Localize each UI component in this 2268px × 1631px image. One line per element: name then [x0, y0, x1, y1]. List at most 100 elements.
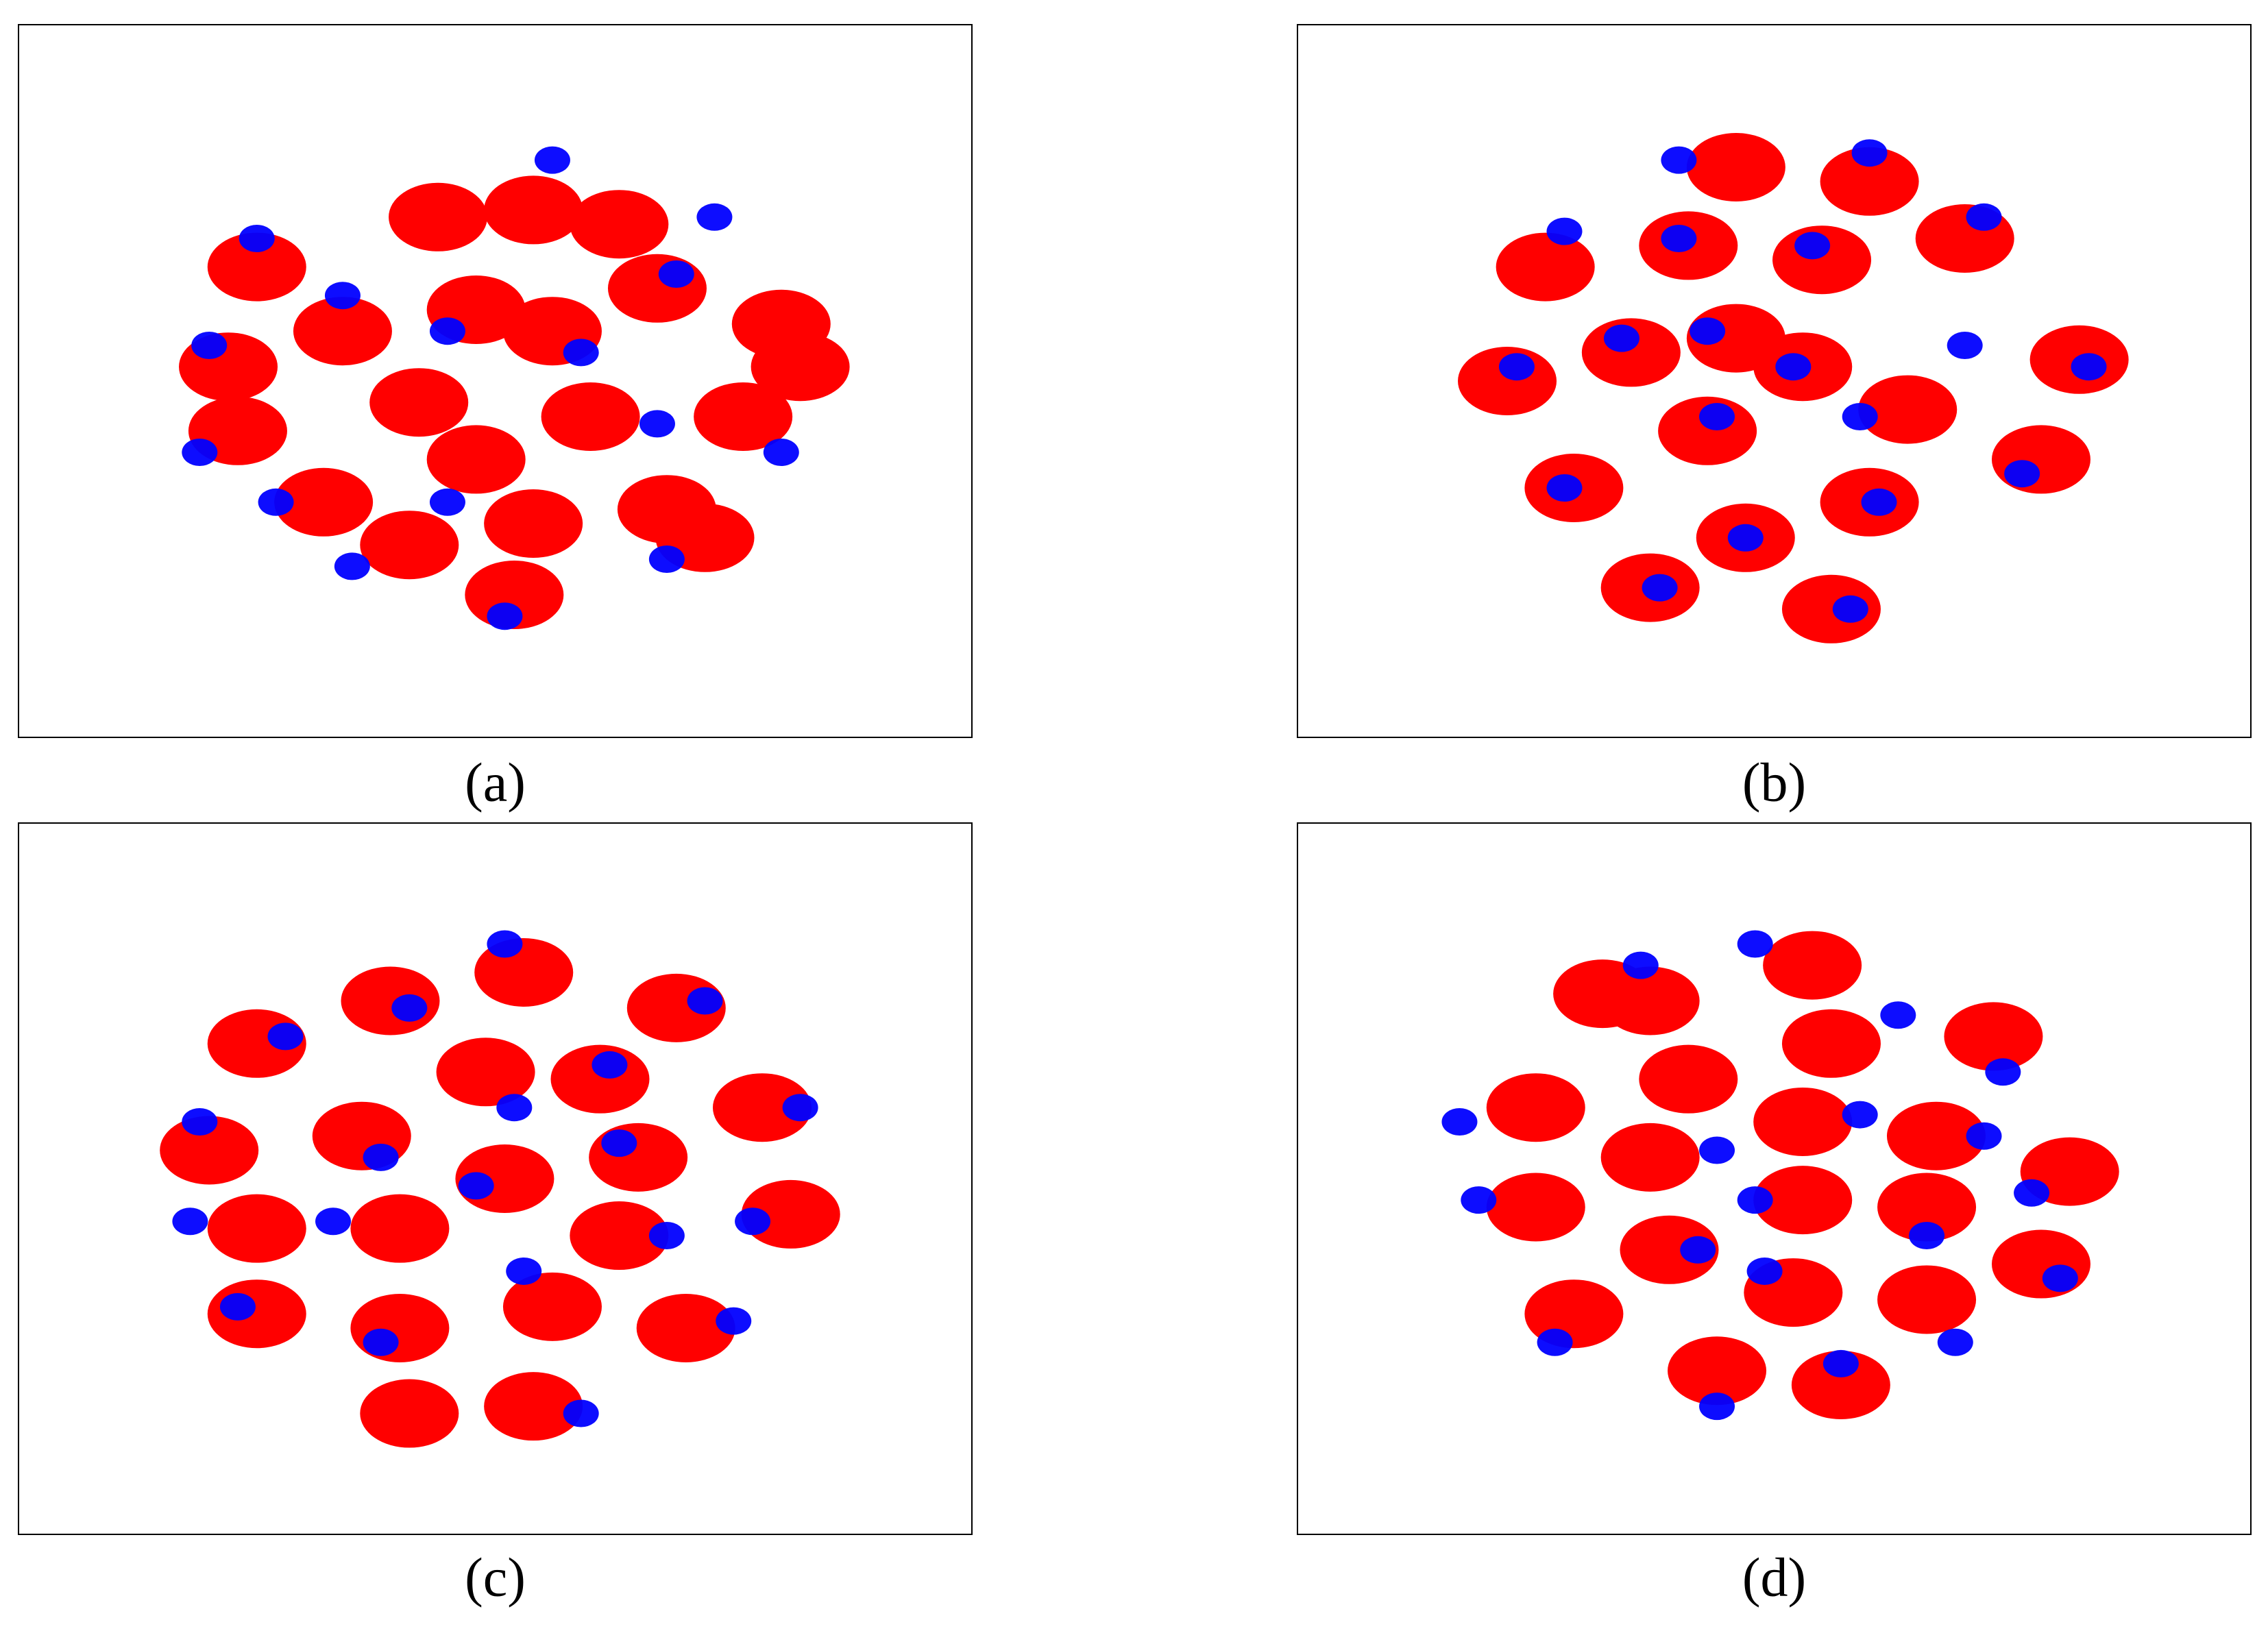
- point-cluster: [1680, 1236, 1716, 1264]
- point-cluster: [687, 987, 723, 1015]
- point-cluster: [563, 339, 599, 367]
- point-cluster: [496, 1094, 533, 1122]
- point-cluster: [570, 1201, 669, 1271]
- point-cluster: [639, 410, 675, 438]
- point-cluster: [506, 1257, 542, 1285]
- point-cluster: [1858, 375, 1958, 444]
- point-cluster: [1727, 524, 1764, 552]
- point-cluster: [484, 175, 583, 245]
- point-cluster: [1781, 1009, 1881, 1078]
- point-cluster: [1991, 425, 2090, 494]
- point-cluster: [502, 1272, 602, 1341]
- point-cluster: [363, 1328, 399, 1356]
- point-cluster: [716, 1307, 752, 1335]
- point-cluster: [1746, 1257, 1783, 1285]
- point-cluster: [570, 190, 669, 259]
- point-cluster: [589, 1123, 688, 1192]
- point-cluster: [751, 332, 850, 402]
- point-cluster: [1966, 1122, 2002, 1150]
- point-cluster: [267, 1022, 304, 1051]
- point-cluster: [1842, 1101, 1878, 1129]
- point-cluster: [484, 1372, 583, 1441]
- point-cluster: [363, 1143, 399, 1171]
- point-cluster: [1947, 332, 1983, 359]
- point-cluster: [1461, 1186, 1497, 1214]
- point-cluster: [1966, 203, 2002, 231]
- point-cluster: [487, 602, 523, 630]
- point-cluster: [1991, 1229, 2090, 1299]
- point-cluster: [601, 1129, 637, 1157]
- point-cluster: [1620, 1215, 1719, 1284]
- point-cluster: [1699, 403, 1735, 430]
- point-cluster: [1944, 1002, 2043, 1071]
- point-cluster: [391, 994, 428, 1022]
- point-cluster: [648, 545, 685, 573]
- point-cluster: [1842, 403, 1878, 430]
- point-cluster: [487, 930, 523, 958]
- point-cluster: [1753, 1087, 1853, 1156]
- point-cluster: [1775, 353, 1812, 381]
- point-cluster: [741, 1179, 840, 1249]
- point-cluster: [735, 1207, 771, 1236]
- point-cluster: [1600, 1123, 1700, 1192]
- point-cluster: [1909, 1222, 1945, 1250]
- point-cluster: [315, 1207, 352, 1236]
- point-cluster: [648, 1222, 685, 1250]
- point-cluster: [484, 489, 583, 558]
- point-cluster: [239, 225, 275, 252]
- point-cluster: [2042, 1264, 2078, 1292]
- point-cluster: [1985, 1058, 2021, 1086]
- point-cluster: [1753, 1166, 1853, 1235]
- point-cluster: [658, 260, 694, 288]
- point-cluster: [1877, 1173, 1977, 1242]
- point-cluster: [1498, 353, 1535, 381]
- point-cluster: [607, 254, 707, 323]
- point-cluster: [429, 317, 465, 345]
- point-cluster: [1737, 930, 1773, 958]
- point-cluster: [694, 382, 793, 451]
- point-cluster: [341, 966, 440, 1035]
- point-cluster: [429, 488, 465, 516]
- point-cluster: [534, 146, 570, 174]
- point-cluster: [1622, 951, 1659, 979]
- point-cluster: [1537, 1328, 1573, 1356]
- point-cluster: [1832, 595, 1868, 623]
- point-cluster: [360, 511, 459, 580]
- point-cluster: [1668, 1336, 1767, 1406]
- point-cluster: [1880, 1001, 1916, 1029]
- panel-caption: (a): [465, 752, 526, 813]
- point-cluster: [389, 182, 488, 252]
- point-cluster: [293, 297, 392, 366]
- point-cluster: [1486, 1173, 1585, 1242]
- point-cluster: [274, 467, 374, 537]
- point-cluster: [1690, 317, 1726, 345]
- point-cluster: [1639, 1044, 1738, 1114]
- point-cluster: [369, 368, 469, 437]
- point-cluster: [360, 1379, 459, 1448]
- panel-caption: (b): [1742, 752, 1806, 813]
- point-cluster: [1794, 232, 1831, 260]
- point-cluster: [1886, 1101, 1986, 1170]
- point-cluster: [1822, 1349, 1859, 1377]
- point-cluster: [1737, 1186, 1773, 1214]
- point-cluster: [1699, 1136, 1735, 1164]
- point-cluster: [636, 1293, 735, 1362]
- point-cluster: [1763, 931, 1862, 1000]
- point-cluster: [1546, 474, 1583, 502]
- point-cluster: [350, 1194, 450, 1263]
- point-cluster: [563, 1399, 599, 1427]
- point-cluster: [458, 1172, 494, 1200]
- point-cluster: [1496, 232, 1595, 302]
- point-cluster: [763, 439, 799, 466]
- panel-caption: (d): [1742, 1547, 1806, 1608]
- point-cluster: [324, 282, 361, 310]
- point-cluster: [182, 1107, 218, 1136]
- point-cluster: [182, 439, 218, 466]
- point-cluster: [191, 332, 228, 359]
- point-cluster: [782, 1094, 818, 1122]
- point-cluster: [334, 552, 370, 580]
- point-cluster: [258, 488, 294, 516]
- point-cluster: [1820, 147, 1919, 216]
- point-cluster: [1661, 225, 1697, 252]
- point-cluster: [1781, 574, 1881, 643]
